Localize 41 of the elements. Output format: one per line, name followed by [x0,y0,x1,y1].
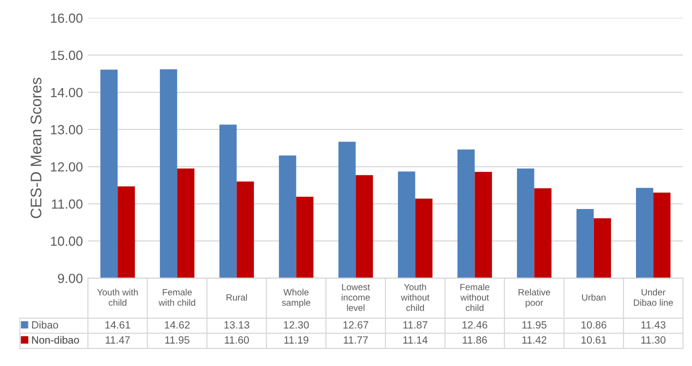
data-label: 14.61 [105,321,130,329]
x-tick-label: Lowest income level [342,284,370,311]
data-label: 12.67 [343,321,368,329]
data-label: 11.77 [344,336,368,344]
x-tick-label: Under Dibao line [634,288,673,306]
y-tick-label: 14.00 [51,88,83,98]
y-tick-label: 11.00 [52,199,83,209]
data-label: 11.14 [403,336,428,344]
y-axis-title: CES-D Mean Scores [30,78,42,218]
data-label: 11.42 [522,336,546,344]
x-tick-label: Whole sample [282,288,310,308]
y-tick-label: 16.00 [51,14,83,23]
x-tick-label: Youth without child [400,284,430,311]
data-label: 11.87 [403,321,428,329]
data-label: 10.61 [582,336,606,344]
data-label: 14.62 [164,321,190,329]
data-label: 12.30 [284,321,309,329]
data-label: 13.13 [224,321,250,329]
data-label: 11.86 [462,336,487,344]
data-label: 11.30 [641,336,666,344]
x-tick-label: Rural [226,294,247,301]
data-label: 11.19 [284,336,308,344]
data-label: 11.95 [165,336,190,344]
data-label: 12.46 [462,321,488,329]
x-tick-label: Female with child [158,288,196,306]
x-tick-label: Female without child [460,284,490,311]
y-tick-label: 12.00 [51,162,83,172]
legend-label: Dibao [32,320,58,329]
data-label: 11.43 [641,321,666,329]
legend-label: Non-dibao [32,336,79,344]
data-label: 11.60 [224,336,249,344]
x-tick-label: Urban [582,294,606,301]
y-tick-label: 15.00 [51,50,83,60]
x-tick-label: Relative poor [518,288,550,308]
y-tick-label: 13.00 [51,125,83,134]
y-tick-label: 9.00 [58,274,83,284]
y-tick-label: 10.00 [51,236,83,246]
data-label: 11.47 [106,336,130,344]
data-label: 10.86 [582,321,606,329]
data-label: 11.95 [522,321,546,329]
x-tick-label: Youth with child [97,288,138,306]
